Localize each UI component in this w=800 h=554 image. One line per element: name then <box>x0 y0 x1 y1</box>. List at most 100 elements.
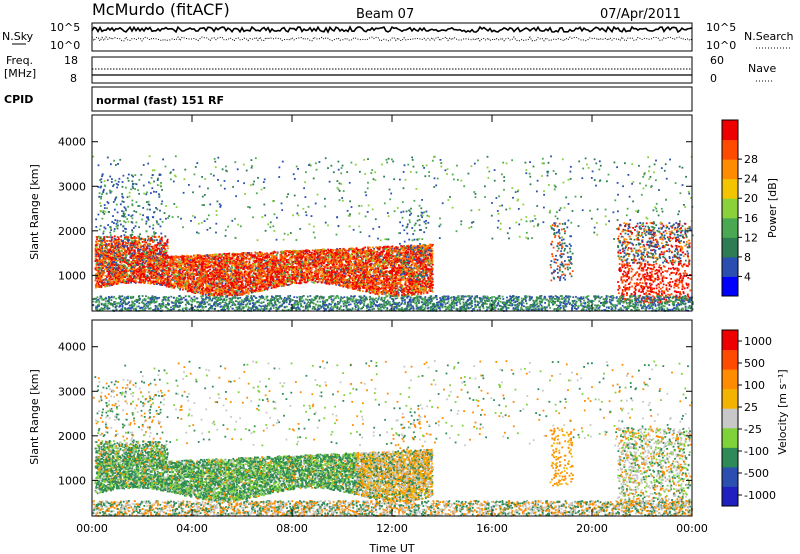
echo-cell-main <box>333 255 336 257</box>
echo-cell-main <box>238 257 241 260</box>
echo-cell-main <box>388 281 390 284</box>
echo-cell-main <box>157 241 159 244</box>
echo-cell-main <box>363 266 366 269</box>
echo-cell-main <box>119 252 121 255</box>
echo-cell-main <box>279 267 282 269</box>
echo-cell-main <box>396 248 399 251</box>
echo-cell-main <box>286 277 289 279</box>
echo-cell-main <box>242 273 245 276</box>
echo-cell-main <box>355 262 358 264</box>
echo-cell-main <box>391 273 393 275</box>
echo-cell-main <box>238 259 241 262</box>
echo-cell-main <box>139 242 141 244</box>
echo-cell-main <box>354 277 357 279</box>
echo-cell-main <box>315 267 317 270</box>
echo-cell-main <box>149 281 152 284</box>
echo-cell-main <box>164 271 167 274</box>
echo-cell-main <box>412 277 415 280</box>
echo-cell-main <box>261 268 263 270</box>
echo-cell-main <box>394 258 397 261</box>
echo-cell-main <box>334 277 337 279</box>
echo-cell-main <box>324 266 326 268</box>
echo-cell-main <box>328 263 330 265</box>
echo-cell-main <box>189 287 192 290</box>
echo-cell-main <box>293 269 296 272</box>
echo-cell-main <box>328 249 331 252</box>
echo-cell-main <box>373 271 376 273</box>
echo-cell-main <box>374 268 377 271</box>
echo-cell-main <box>179 288 182 291</box>
echo-cell-main <box>242 266 245 269</box>
echo-cell-main <box>314 256 317 259</box>
echo-cell-main <box>244 272 247 275</box>
echo-cell-main <box>164 243 166 246</box>
echo-cell-main <box>326 275 329 278</box>
echo-cell-main <box>222 253 225 255</box>
echo-cell-main <box>183 278 186 281</box>
echo-cell-main <box>116 239 119 241</box>
echo-cell-main <box>352 284 355 287</box>
echo-cell-main <box>227 284 230 287</box>
echo-cell-main <box>144 238 147 241</box>
echo-cell-main <box>103 268 106 271</box>
echo-cell-main <box>258 264 260 266</box>
echo-cell-main <box>205 283 207 286</box>
echo-cell-main <box>116 273 118 275</box>
echo-cell-main <box>178 261 181 263</box>
echo-cell-main <box>228 282 231 285</box>
echo-cell-main <box>279 261 282 264</box>
echo-cell-main <box>397 246 399 249</box>
echo-cell-main <box>342 255 345 258</box>
echo-cell-main <box>289 277 292 280</box>
echo-cell-main <box>244 270 247 273</box>
echo-cell-main <box>105 245 107 248</box>
echo-cell-main <box>112 258 114 260</box>
echo-cell-main <box>213 289 216 292</box>
echo-cell-main <box>232 280 235 282</box>
echo-cell-main <box>185 288 187 291</box>
echo-cell-main <box>106 254 108 257</box>
echo-cell-main <box>255 259 258 262</box>
nave-tick-high: 60 <box>710 54 724 67</box>
echo-cell-main <box>130 267 133 270</box>
echo-cell-main <box>115 259 118 262</box>
echo-cell-main <box>334 259 336 262</box>
echo-cell-main <box>303 253 305 256</box>
echo-cell-main <box>259 276 262 278</box>
echo-cell-main <box>422 267 425 270</box>
echo-cell-main <box>103 256 106 259</box>
echo-cell-main <box>164 277 166 280</box>
echo-cell-main <box>276 252 279 254</box>
echo-cell-main <box>343 272 345 275</box>
echo-cell-main <box>351 270 353 272</box>
echo-cell-main <box>218 274 221 276</box>
echo-cell-main <box>118 250 121 253</box>
echo-cell-main <box>153 249 155 252</box>
echo-cell-main <box>98 283 100 286</box>
echo-cell-main <box>164 278 166 281</box>
echo-cell-main <box>239 253 242 255</box>
echo-cell-main <box>166 245 169 247</box>
echo-cell-main <box>208 294 211 297</box>
echo-cell-main <box>357 286 360 289</box>
echo-cell-main <box>367 246 369 249</box>
echo-cell-main <box>268 256 270 258</box>
echo-cell-main <box>203 259 206 261</box>
echo-cell-main <box>300 273 303 276</box>
echo-cell-main <box>133 250 136 253</box>
echo-cell-main <box>270 262 273 265</box>
echo-cell-main <box>406 252 408 254</box>
echo-cell-main <box>241 261 244 263</box>
echo-cell-main <box>383 248 386 251</box>
echo-cell-main <box>196 268 199 271</box>
echo-cell-main <box>203 258 206 260</box>
echo-cell-main <box>380 280 383 282</box>
echo-cell-main <box>278 263 280 265</box>
echo-cell-main <box>354 281 357 283</box>
echo-cell-main <box>313 250 316 252</box>
echo-cell-main <box>319 257 322 260</box>
echo-cell-main <box>330 270 333 273</box>
echo-cell-main <box>98 269 101 271</box>
echo-cell-main <box>335 260 337 262</box>
echo-cell-main <box>335 255 337 258</box>
